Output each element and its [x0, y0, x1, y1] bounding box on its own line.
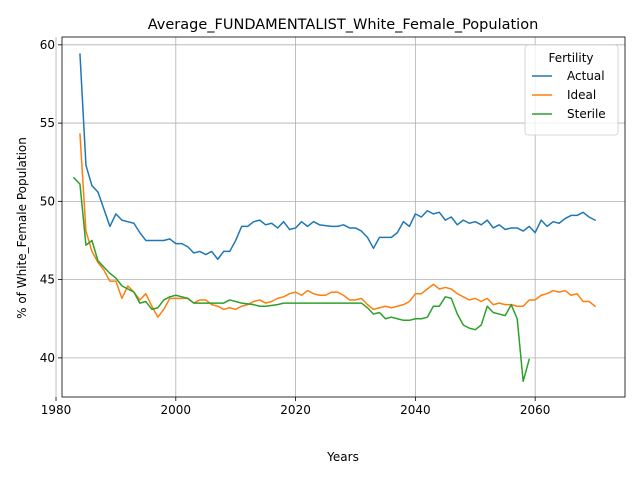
y-tick-label: 50 — [40, 194, 55, 208]
series-lines — [72, 53, 597, 383]
series-line-actual — [79, 53, 597, 261]
series-line-ideal — [79, 133, 597, 318]
legend-entries: Actual Ideal Sterile — [532, 69, 606, 121]
legend-box — [524, 44, 619, 136]
x-tick-label: 2020 — [280, 403, 311, 417]
y-tick-label: 40 — [40, 351, 55, 365]
y-tick-label: 60 — [40, 38, 55, 52]
x-tick-label: 1980 — [41, 403, 72, 417]
plot-frame — [61, 36, 626, 398]
x-tick-label: 2040 — [400, 403, 431, 417]
legend-label-actual: Actual — [567, 69, 605, 83]
series-line-sterile — [72, 176, 531, 383]
legend: Fertility Actual Ideal Sterile — [524, 44, 619, 136]
legend-label-sterile: Sterile — [567, 107, 606, 121]
x-tick-label: 2000 — [161, 403, 192, 417]
y-tick-label: 45 — [40, 273, 55, 287]
legend-label-ideal: Ideal — [567, 88, 596, 102]
chart-title: Average_FUNDAMENTALIST_White_Female_Popu… — [148, 17, 539, 33]
legend-title: Fertility — [548, 51, 593, 65]
y-tick-label: 55 — [40, 116, 55, 130]
axis-ticks: 1980 2000 2020 2040 2060 40 45 50 55 60 — [40, 38, 551, 417]
x-axis-label: Years — [326, 450, 359, 464]
y-axis-label: % of White_Female Population — [15, 137, 29, 319]
x-tick-label: 2060 — [520, 403, 551, 417]
